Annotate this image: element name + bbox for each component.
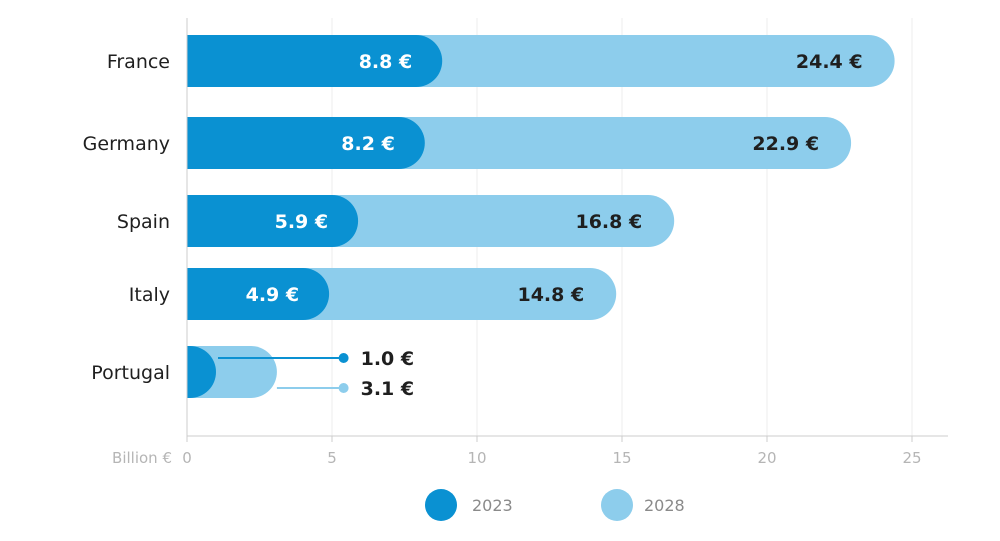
leader-dot-2028 xyxy=(338,383,349,393)
legend-label-2023: 2023 xyxy=(472,496,513,515)
category-label: Portugal xyxy=(91,362,170,384)
legend-swatch-2023 xyxy=(425,489,457,521)
x-tick-label: 0 xyxy=(182,449,192,467)
bar-2023-italy xyxy=(187,268,330,320)
category-label: France xyxy=(107,51,170,73)
bar-2023-germany xyxy=(187,117,425,169)
value-label-2028: 22.9 € xyxy=(752,133,819,155)
legend-swatch-2028 xyxy=(601,489,633,521)
x-tick-label: 15 xyxy=(612,449,631,467)
value-label-2028: 3.1 € xyxy=(361,378,415,400)
leader-dot-2023 xyxy=(338,353,349,363)
value-label-2028: 14.8 € xyxy=(517,284,584,306)
category-label: Spain xyxy=(117,211,170,233)
value-label-2028: 24.4 € xyxy=(796,51,863,73)
value-label-2028: 16.8 € xyxy=(575,211,642,233)
value-label-2023: 1.0 € xyxy=(361,348,415,370)
x-tick-label: 5 xyxy=(327,449,337,467)
value-label-2023: 8.8 € xyxy=(359,51,413,73)
x-axis-title: Billion € xyxy=(112,449,172,467)
x-tick-label: 20 xyxy=(757,449,776,467)
bars: 8.8 € 24.4 € 8.2 € 22.9 € 5.9 € 16.8 € 4.9 € 14… xyxy=(187,35,895,400)
category-label: Italy xyxy=(129,284,170,306)
bar-2023-france xyxy=(187,35,443,87)
axes: France Germany Spain Italy Portugal 0 5 10 15 20 2… xyxy=(83,18,948,467)
value-label-2023: 5.9 € xyxy=(275,211,329,233)
legend-label-2028: 2028 xyxy=(644,496,685,515)
value-label-2023: 8.2 € xyxy=(341,133,395,155)
bar-2023-portugal xyxy=(187,346,216,398)
category-label: Germany xyxy=(83,133,170,155)
x-tick-label: 25 xyxy=(902,449,921,467)
legend: 2023 2028 xyxy=(425,489,685,521)
value-label-2023: 4.9 € xyxy=(246,284,300,306)
x-tick-label: 10 xyxy=(467,449,486,467)
bar-2023-spain xyxy=(187,195,359,247)
